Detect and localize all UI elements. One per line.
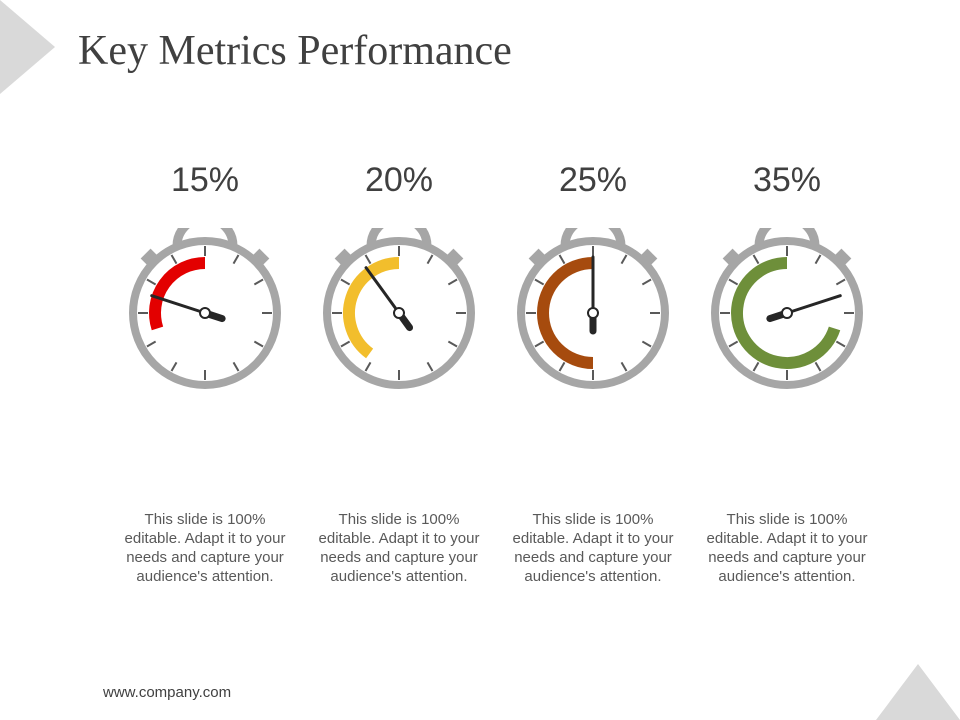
metric-caption: This slide is 100% editable. Adapt it to… — [706, 511, 868, 585]
dial-tick — [728, 278, 739, 286]
dial-tick — [752, 361, 760, 372]
needle-hub — [393, 307, 405, 319]
needle — [785, 294, 842, 315]
stopwatch-icon — [711, 228, 863, 389]
dial-tick — [620, 361, 628, 372]
metric-card: 25% This slide is 100% editable. Adapt i… — [496, 150, 690, 586]
dial-tick — [447, 340, 458, 348]
metric-value: 35% — [752, 161, 822, 199]
metric-card: 15% This slide is 100% editable. Adapt i… — [108, 150, 302, 586]
dial-tick — [253, 278, 264, 286]
dial-tick — [620, 254, 628, 265]
metric-caption: This slide is 100% editable. Adapt it to… — [512, 511, 674, 585]
dial-tick — [364, 254, 372, 265]
dial-tick — [641, 340, 652, 348]
slide-title: Key Metrics Performance — [78, 28, 512, 74]
metric-card: 20% This slide is 100% editable. Adapt i… — [302, 150, 496, 586]
corner-triangle-bottom-right — [876, 664, 960, 720]
dial-tick — [447, 278, 458, 286]
progress-arc — [343, 257, 400, 359]
dial-tick — [534, 340, 545, 348]
dial-tick — [835, 278, 846, 286]
dial-tick — [728, 340, 739, 348]
dial-tick — [364, 361, 372, 372]
dial-tick — [253, 340, 264, 348]
dial-tick — [340, 278, 351, 286]
needle-hub — [587, 307, 599, 319]
dial-tick — [340, 340, 351, 348]
dial-tick — [814, 254, 822, 265]
stopwatch-icon — [517, 228, 669, 389]
metric-value: 25% — [558, 161, 628, 199]
progress-arc — [731, 257, 841, 369]
stopwatch-icon — [323, 228, 475, 389]
dial-tick — [558, 254, 566, 265]
dial-tick — [641, 278, 652, 286]
needle-hub — [781, 307, 793, 319]
metric-caption: This slide is 100% editable. Adapt it to… — [124, 511, 286, 585]
dial-tick — [534, 278, 545, 286]
metric-value: 20% — [364, 161, 434, 199]
footer-url: www.company.com — [103, 684, 232, 701]
dial-tick — [752, 254, 760, 265]
stopwatch-icon — [129, 228, 281, 389]
dial-tick — [170, 361, 178, 372]
metric-caption: This slide is 100% editable. Adapt it to… — [318, 511, 480, 585]
needle-hub — [199, 307, 211, 319]
corner-triangle-top-left — [0, 0, 55, 94]
progress-arc — [537, 257, 594, 369]
dial-tick — [835, 340, 846, 348]
metric-value: 15% — [170, 161, 240, 199]
dial-tick — [146, 340, 157, 348]
needle — [150, 294, 207, 315]
dial-tick — [426, 254, 434, 265]
dial-tick — [558, 361, 566, 372]
dial-tick — [170, 254, 178, 265]
progress-arc — [149, 257, 206, 331]
needle — [364, 266, 401, 315]
dial-tick — [232, 361, 240, 372]
dial-tick — [426, 361, 434, 372]
dial-tick — [814, 361, 822, 372]
metric-card: 35% This slide is 100% editable. Adapt i… — [690, 150, 884, 586]
dial-tick — [232, 254, 240, 265]
dial-tick — [146, 278, 157, 286]
